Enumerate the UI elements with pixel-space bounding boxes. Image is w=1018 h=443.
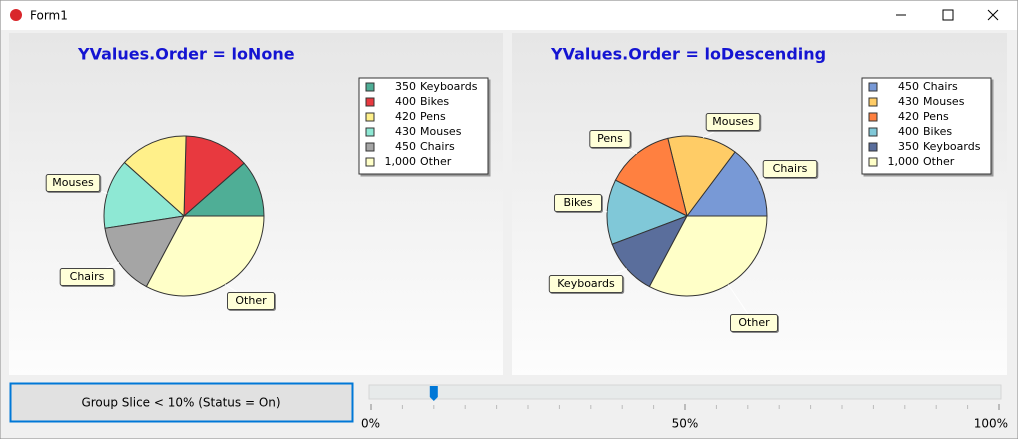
slice-label: Mouses bbox=[712, 115, 754, 128]
legend-value: 350 bbox=[395, 80, 416, 93]
legend-value: 1,000 bbox=[385, 155, 417, 168]
pie-slice bbox=[183, 135, 245, 218]
pie-slice bbox=[145, 215, 265, 297]
legend-swatch bbox=[365, 97, 375, 107]
legend-label: Pens bbox=[420, 110, 446, 123]
legend-swatch bbox=[868, 127, 878, 137]
legend-value: 420 bbox=[898, 110, 919, 123]
slice-label: Mouses bbox=[52, 176, 94, 189]
button-label: Group Slice < 10% (Status = On) bbox=[81, 396, 280, 410]
maximize[interactable] bbox=[942, 9, 954, 21]
slice-label-box bbox=[730, 314, 778, 332]
pie-slice bbox=[685, 151, 768, 217]
legend-value: 400 bbox=[395, 95, 416, 108]
slice-label-box bbox=[554, 194, 602, 212]
legend-swatch bbox=[868, 112, 878, 122]
legend-value: 430 bbox=[898, 95, 919, 108]
close[interactable] bbox=[987, 9, 999, 21]
legend-swatch bbox=[365, 112, 375, 122]
legend-value: 450 bbox=[898, 80, 919, 93]
legend-label: Pens bbox=[923, 110, 949, 123]
slice-label-box bbox=[762, 160, 818, 178]
chart-title: YValues.Order = loNone bbox=[77, 45, 295, 64]
pie-slice bbox=[104, 215, 185, 288]
legend-label: Keyboards bbox=[420, 80, 478, 93]
slice-label: Keyboards bbox=[557, 277, 615, 290]
slice-label-box bbox=[705, 113, 761, 131]
legend-label: Mouses bbox=[420, 125, 462, 138]
legend-swatch bbox=[868, 97, 878, 107]
slice-label-box bbox=[45, 174, 101, 192]
slice-label: Pens bbox=[597, 132, 623, 145]
group-button[interactable] bbox=[9, 382, 354, 423]
legend-value: 400 bbox=[898, 125, 919, 138]
legend-value: 350 bbox=[898, 140, 919, 153]
slice-label-box bbox=[548, 275, 624, 293]
pie-slice bbox=[123, 135, 187, 218]
pie-slice bbox=[606, 179, 689, 245]
legend-swatch bbox=[365, 82, 375, 92]
legend bbox=[358, 77, 489, 175]
legend-swatch bbox=[868, 157, 878, 167]
legend-value: 450 bbox=[395, 140, 416, 153]
pie-slice bbox=[648, 215, 768, 297]
legend-value: 1,000 bbox=[888, 155, 920, 168]
slice-label: Other bbox=[738, 316, 770, 329]
legend bbox=[861, 77, 992, 175]
slider-tick-label: 50% bbox=[672, 417, 699, 431]
slider-track[interactable] bbox=[368, 384, 1002, 400]
legend-label: Chairs bbox=[923, 80, 958, 93]
slice-label: Chairs bbox=[70, 270, 105, 283]
legend-value: 420 bbox=[395, 110, 416, 123]
window-title: Form1 bbox=[30, 9, 68, 23]
slice-label: Bikes bbox=[563, 196, 592, 209]
pie-slice bbox=[103, 161, 186, 229]
legend-swatch bbox=[365, 142, 375, 152]
legend-swatch bbox=[365, 157, 375, 167]
slice-label: Other bbox=[235, 294, 267, 307]
slice-label-box bbox=[59, 268, 115, 286]
legend-swatch bbox=[365, 127, 375, 137]
legend-value: 430 bbox=[395, 125, 416, 138]
legend-swatch bbox=[868, 82, 878, 92]
legend-label: Other bbox=[923, 155, 955, 168]
legend-label: Mouses bbox=[923, 95, 965, 108]
slider-tick-label: 100% bbox=[974, 417, 1008, 431]
slider-thumb[interactable] bbox=[429, 386, 438, 401]
slider-tick-label: 0% bbox=[361, 417, 380, 431]
app-icon bbox=[10, 9, 22, 21]
legend-label: Bikes bbox=[420, 95, 449, 108]
slice-label-box bbox=[227, 292, 275, 310]
legend-label: Other bbox=[420, 155, 452, 168]
legend-label: Chairs bbox=[420, 140, 455, 153]
title-bar bbox=[1, 1, 1017, 30]
chart-title: YValues.Order = loDescending bbox=[550, 45, 826, 64]
legend-swatch bbox=[868, 142, 878, 152]
slice-label: Chairs bbox=[773, 162, 808, 175]
legend-label: Bikes bbox=[923, 125, 952, 138]
slice-label-box bbox=[589, 130, 631, 148]
legend-label: Keyboards bbox=[923, 140, 981, 153]
